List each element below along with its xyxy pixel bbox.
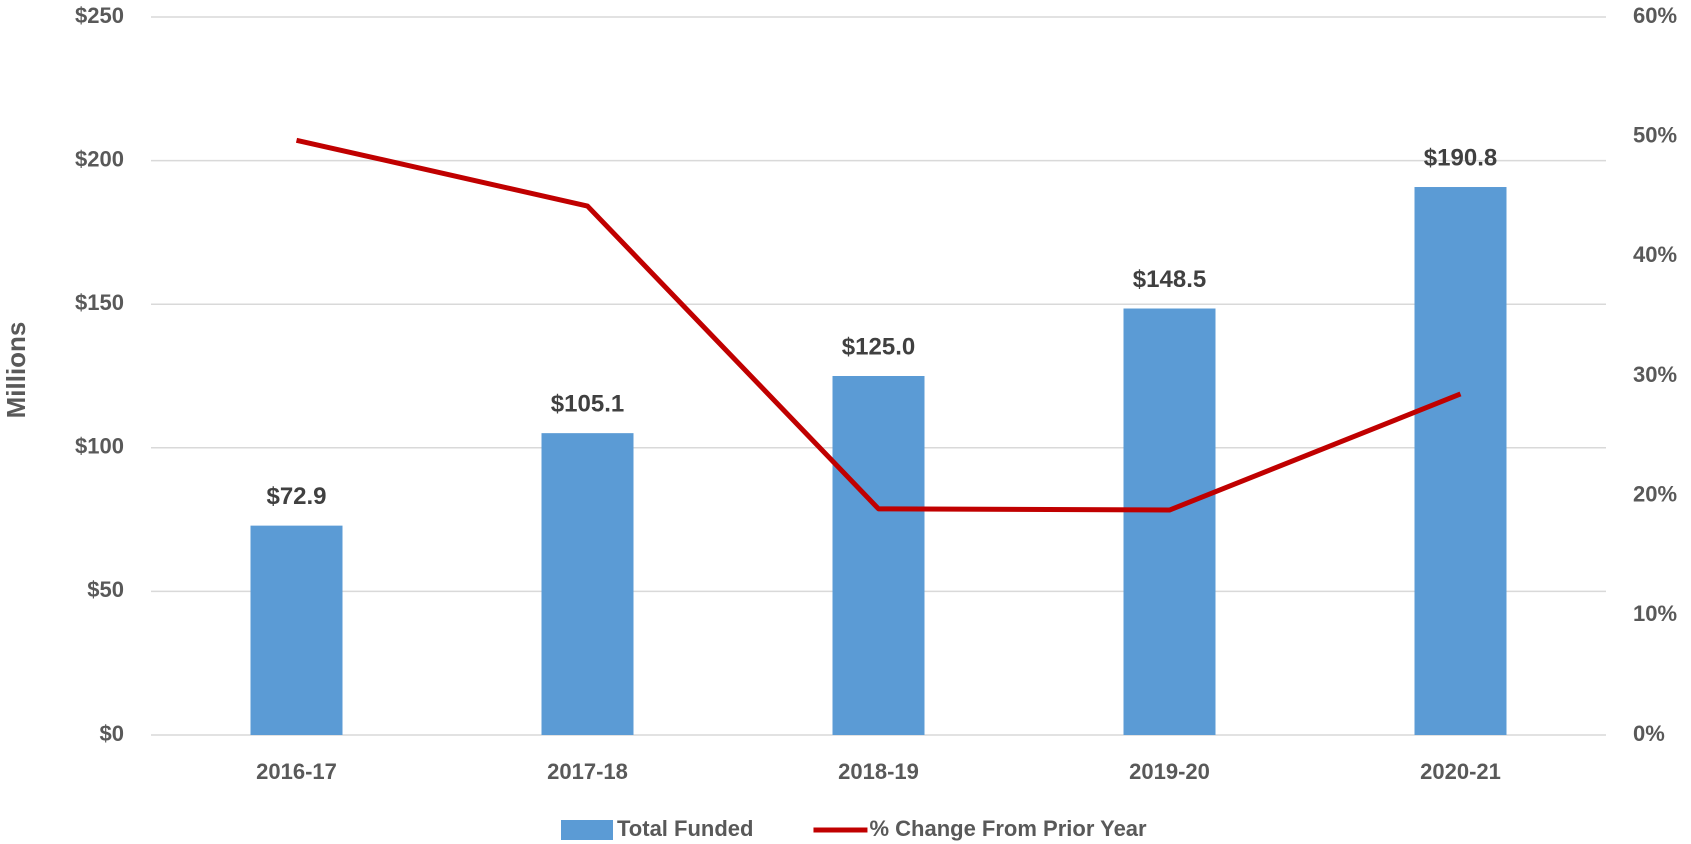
- y2-tick-label: 30%: [1633, 362, 1677, 387]
- bar: [250, 525, 343, 735]
- value-label: $72.9: [266, 483, 326, 510]
- value-label: $148.5: [1133, 266, 1206, 293]
- x-tick-label: 2016-17: [256, 759, 337, 784]
- y-tick-label: $200: [75, 146, 124, 171]
- bar: [832, 376, 925, 735]
- bar: [1123, 308, 1216, 735]
- y2-tick-label: 50%: [1633, 122, 1677, 147]
- y2-tick-label: 10%: [1633, 601, 1677, 626]
- bar: [1414, 187, 1507, 735]
- y-tick-label: $0: [100, 721, 124, 746]
- legend-swatch: [561, 820, 613, 840]
- y-tick-label: $50: [87, 577, 124, 602]
- legend-label: % Change From Prior Year: [869, 816, 1147, 841]
- legend-label: Total Funded: [617, 816, 753, 841]
- y-axis-label: Millions: [1, 322, 31, 419]
- x-tick-label: 2018-19: [838, 759, 919, 784]
- line: [295, 137, 1462, 513]
- y2-tick-label: 60%: [1633, 3, 1677, 28]
- y-tick-label: $100: [75, 434, 124, 459]
- value-label: $190.8: [1424, 144, 1497, 171]
- y-tick-label: $250: [75, 3, 124, 28]
- x-tick-label: 2020-21: [1420, 759, 1501, 784]
- y-tick-label: $150: [75, 290, 124, 315]
- y2-tick-label: 0%: [1633, 721, 1665, 746]
- value-label: $105.1: [551, 390, 624, 417]
- y2-tick-label: 40%: [1633, 242, 1677, 267]
- x-tick-label: 2017-18: [547, 759, 628, 784]
- bar: [541, 433, 634, 735]
- y2-tick-label: 20%: [1633, 481, 1677, 506]
- value-label: $125.0: [842, 333, 915, 360]
- x-tick-label: 2019-20: [1129, 759, 1210, 784]
